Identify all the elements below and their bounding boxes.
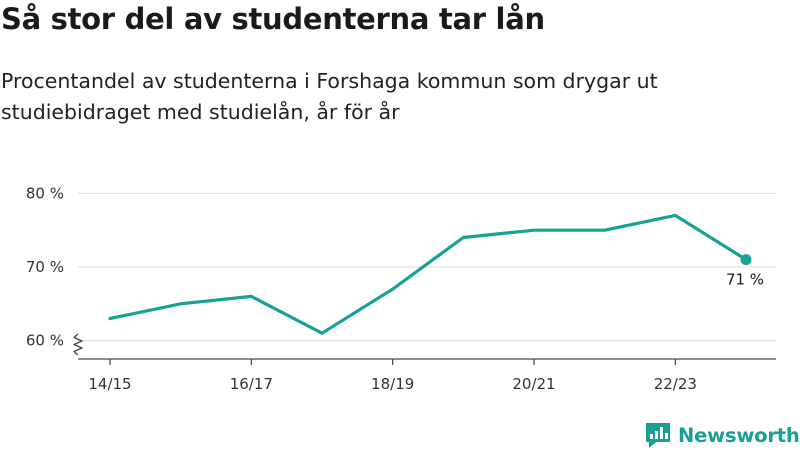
axis-break-icon	[73, 333, 83, 356]
brand-name: Newsworthy	[678, 423, 800, 447]
series-line	[108, 213, 748, 335]
x-axis	[73, 333, 776, 365]
last-data-point	[740, 254, 752, 266]
page-title: Så stor del av studenterna tar lån	[1, 2, 545, 36]
labels: 60 % 70 % 80 % 14/15 16/17 18/19 20/21 22/23 71 …	[26, 184, 764, 393]
data-point	[461, 236, 465, 240]
page-subtitle: Procentandel av studenterna i Forshaga k…	[1, 69, 658, 124]
x-tick-label: 14/15	[88, 375, 131, 393]
data-point	[249, 294, 253, 298]
data-point	[320, 331, 324, 335]
data-point	[179, 302, 183, 306]
data-point	[108, 317, 112, 321]
gridlines	[78, 192, 776, 342]
x-tick-label: 18/19	[371, 375, 414, 393]
x-tick-label: 20/21	[512, 375, 555, 393]
data-point	[673, 213, 677, 217]
brand: Newsworthy	[644, 421, 800, 449]
y-tick-label: 60 %	[26, 332, 64, 350]
x-tick-label: 16/17	[230, 375, 273, 393]
x-tick-label: 22/23	[654, 375, 697, 393]
y-tick-label: 80 %	[26, 184, 64, 202]
last-value-label: 71 %	[726, 271, 764, 289]
y-tick-label: 70 %	[26, 258, 64, 276]
newsworthy-logo-icon	[646, 423, 670, 448]
data-point	[603, 228, 607, 232]
series	[108, 213, 752, 335]
data-point	[391, 287, 395, 291]
data-point	[532, 228, 536, 232]
